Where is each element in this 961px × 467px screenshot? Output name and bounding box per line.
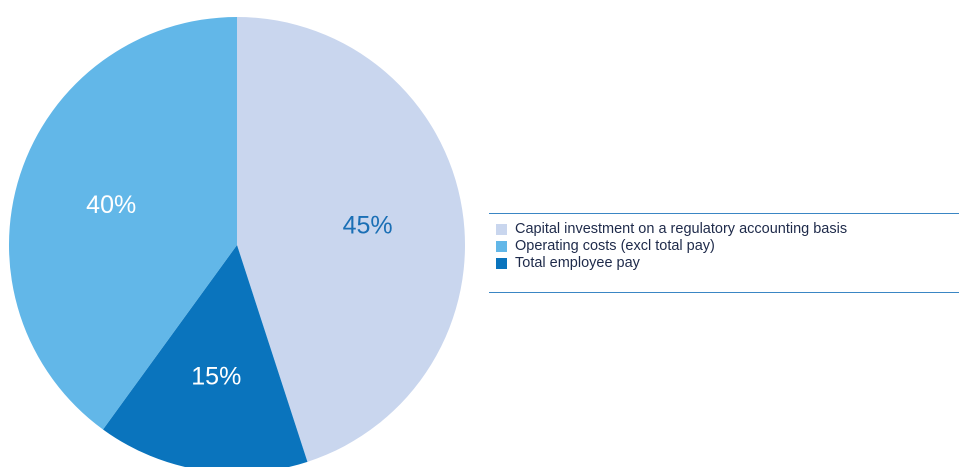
legend-swatch	[496, 258, 507, 269]
legend-item: Operating costs (excl total pay)	[496, 238, 959, 255]
legend: Capital investment on a regulatory accou…	[489, 213, 959, 293]
pie-slice-labels: 45% 15% 40%	[86, 191, 392, 391]
legend-swatch	[496, 241, 507, 252]
pie-slices	[8, 16, 466, 467]
pie-slice-label: 40%	[86, 191, 136, 219]
pie-slice	[102, 245, 308, 467]
legend-label: Capital investment on a regulatory accou…	[515, 221, 848, 237]
pie-slice	[8, 16, 237, 430]
legend-label: Total employee pay	[515, 255, 640, 271]
legend-item: Total employee pay	[496, 255, 959, 272]
legend-swatch	[496, 224, 507, 235]
pie-slice	[237, 17, 466, 462]
pie-slice-label: 45%	[343, 211, 393, 239]
pie-slice-label: 15%	[191, 363, 241, 391]
legend-item: Capital investment on a regulatory accou…	[496, 221, 959, 238]
legend-label: Operating costs (excl total pay)	[515, 238, 715, 254]
